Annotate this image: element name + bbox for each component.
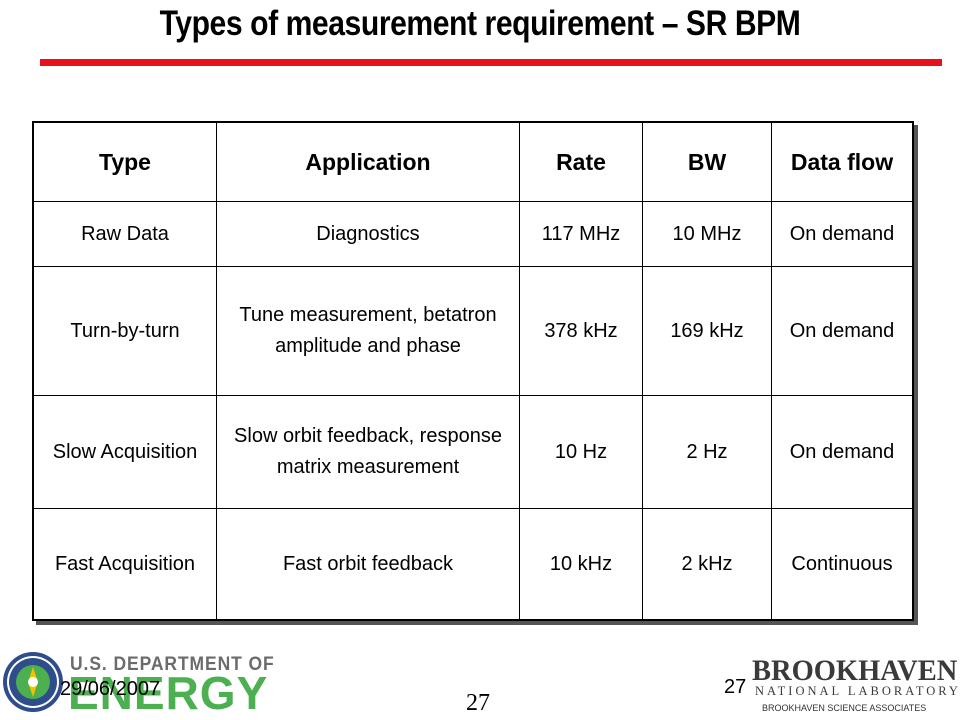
cell-rate: 10 kHz <box>519 508 643 621</box>
header-type: Type <box>32 121 217 202</box>
doe-energy-wordmark: ENERGY <box>68 667 269 719</box>
cell-data-flow: On demand <box>771 201 914 267</box>
slide-number: 27 <box>466 690 490 716</box>
header-bw: BW <box>642 121 772 202</box>
table-header-row: Type Application Rate BW Data flow <box>32 121 914 202</box>
cell-type: Turn-by-turn <box>32 266 217 396</box>
cell-data-flow: On demand <box>771 266 914 396</box>
doe-seal-icon <box>3 652 63 712</box>
cell-bw: 10 MHz <box>642 201 772 267</box>
title-underline <box>40 59 942 66</box>
cell-data-flow: Continuous <box>771 508 914 621</box>
table-row: Raw Data Diagnostics 117 MHz 10 MHz On d… <box>32 201 914 267</box>
bnl-logo-subtitle: NATIONAL LABORATORY <box>755 684 960 698</box>
table-row: Turn-by-turn Tune measurement, betatron … <box>32 266 914 396</box>
table-row: Fast Acquisition Fast orbit feedback 10 … <box>32 508 914 621</box>
cell-data-flow: On demand <box>771 395 914 509</box>
header-application: Application <box>216 121 520 202</box>
cell-type: Fast Acquisition <box>32 508 217 621</box>
requirements-table: Type Application Rate BW Data flow Raw D… <box>32 121 914 621</box>
cell-bw: 169 kHz <box>642 266 772 396</box>
header-data-flow: Data flow <box>771 121 914 202</box>
slide-title: Types of measurement requirement – SR BP… <box>159 4 801 43</box>
cell-application: Tune measurement, betatron amplitude and… <box>216 266 520 396</box>
header-rate: Rate <box>519 121 643 202</box>
bnl-logo-name: BROOKHAVEN <box>752 654 958 687</box>
doe-department-label: U.S. DEPARTMENT OF <box>70 654 275 675</box>
cell-application: Diagnostics <box>216 201 520 267</box>
table-row: Slow Acquisition Slow orbit feedback, re… <box>32 395 914 509</box>
cell-rate: 117 MHz <box>519 201 643 267</box>
cell-type: Raw Data <box>32 201 217 267</box>
cell-bw: 2 Hz <box>642 395 772 509</box>
cell-bw: 2 kHz <box>642 508 772 621</box>
cell-rate: 378 kHz <box>519 266 643 396</box>
cell-type: Slow Acquisition <box>32 395 217 509</box>
cell-application: Slow orbit feedback, response matrix mea… <box>216 395 520 509</box>
cell-rate: 10 Hz <box>519 395 643 509</box>
slide-number-right: 27 <box>724 676 747 698</box>
slide-date: 29/06/2007 <box>60 678 161 700</box>
cell-application: Fast orbit feedback <box>216 508 520 621</box>
bnl-associates-label: BROOKHAVEN SCIENCE ASSOCIATES <box>762 703 927 713</box>
